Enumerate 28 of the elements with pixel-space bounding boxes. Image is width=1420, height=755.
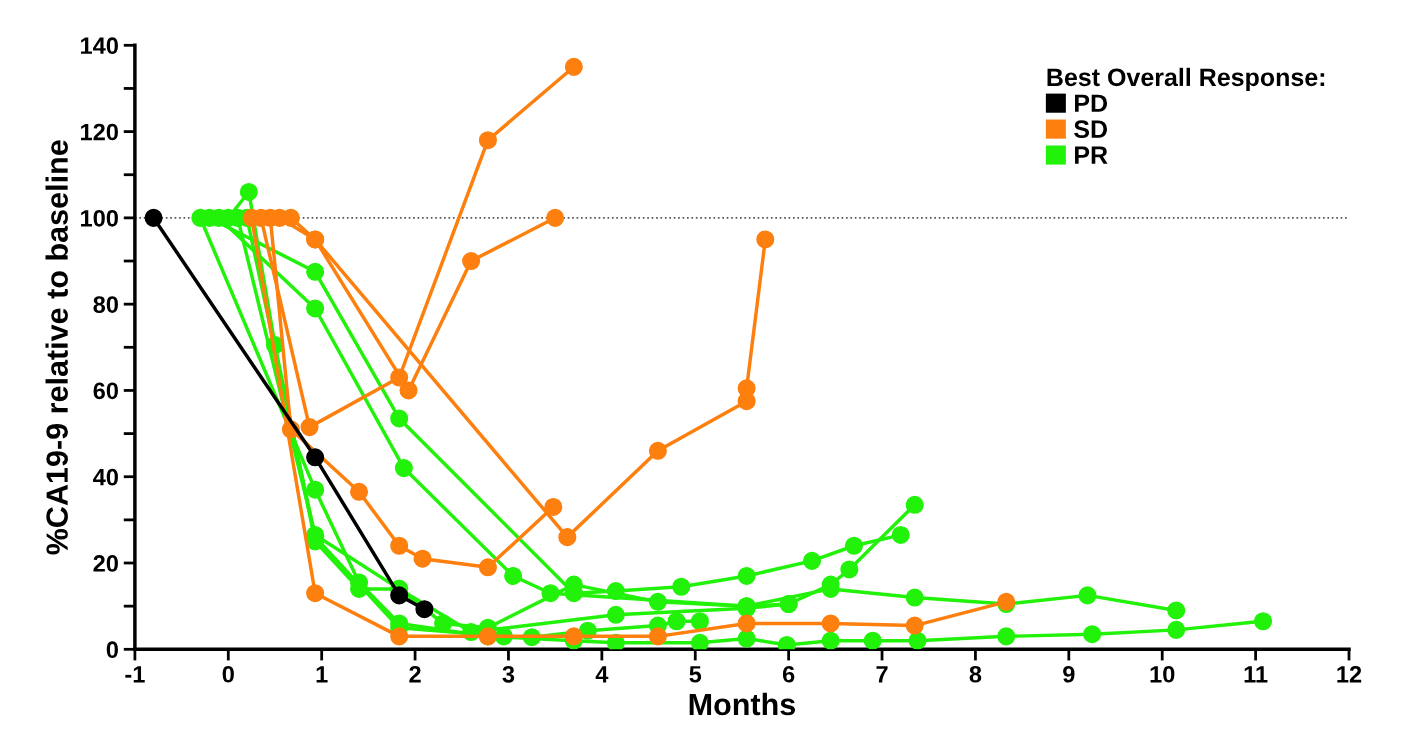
x-tick-label: -1 bbox=[125, 666, 145, 683]
y-tick-label: 140 bbox=[81, 37, 118, 55]
legend-label: SD bbox=[1074, 120, 1108, 139]
x-tick-label: 6 bbox=[782, 665, 795, 683]
x-tick-label: 10 bbox=[1150, 665, 1175, 683]
y-tick-label: 80 bbox=[93, 296, 118, 313]
x-tick-label: 0 bbox=[222, 665, 234, 683]
legend-title: Best Overall Response: bbox=[1047, 67, 1325, 92]
y-tick-label: 0 bbox=[106, 641, 118, 659]
y-tick-label: 100 bbox=[81, 209, 118, 227]
x-tick-label: 2 bbox=[409, 665, 421, 683]
y-tick-label: 20 bbox=[93, 555, 118, 572]
x-tick-label: 12 bbox=[1337, 665, 1362, 683]
x-tick-label: 5 bbox=[689, 666, 702, 683]
y-tick-label: 40 bbox=[93, 468, 118, 486]
x-axis-title: Months bbox=[689, 692, 796, 716]
x-tick-label: 7 bbox=[876, 666, 888, 683]
legend-label: PD bbox=[1075, 94, 1108, 112]
x-tick-label: 8 bbox=[969, 665, 982, 683]
x-tick-label: 1 bbox=[316, 666, 328, 683]
y-axis-title: %CA19-9 relative to baseline bbox=[45, 140, 68, 555]
x-tick-label: 11 bbox=[1244, 666, 1268, 683]
y-tick-label: 60 bbox=[93, 382, 118, 400]
x-tick-label: 4 bbox=[595, 666, 609, 683]
y-tick-label: 120 bbox=[81, 123, 118, 141]
x-tick-label: 9 bbox=[1063, 665, 1075, 683]
legend-label: PR bbox=[1075, 146, 1108, 164]
x-tick-label: 3 bbox=[502, 665, 515, 683]
